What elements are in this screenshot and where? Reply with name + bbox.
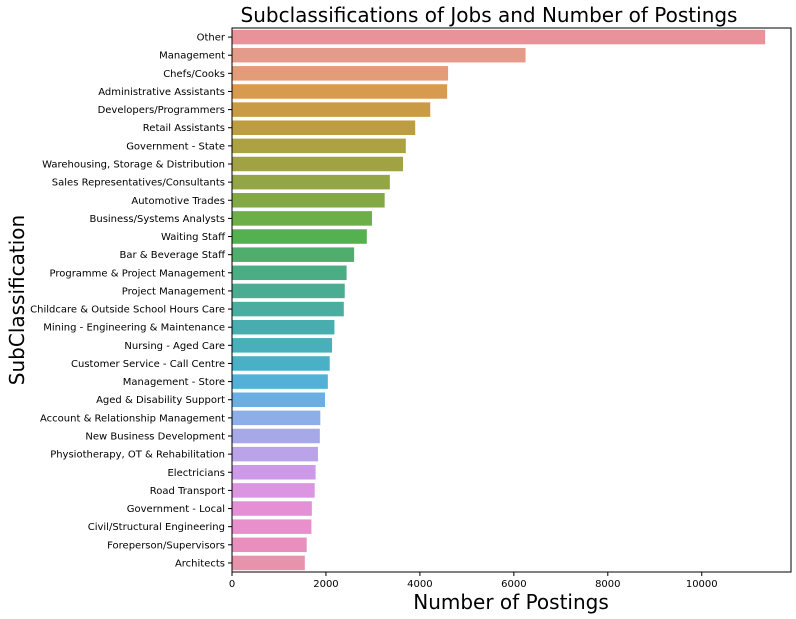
y-tick-label: Road Transport (150, 486, 225, 497)
bars-group (232, 29, 766, 571)
y-tick-label: Government - Local (127, 504, 225, 515)
y-tick-label: Other (197, 33, 226, 44)
y-tick-label: Physiotherapy, OT & Rehabilitation (50, 450, 225, 461)
x-ticks-group: 0 2000 4000 6000 8000 10000 (229, 572, 718, 590)
x-tick-label: 10000 (686, 579, 718, 590)
bar (232, 483, 315, 498)
y-tick-label: Warehousing, Storage & Distribution (42, 160, 225, 171)
x-tick-label: 0 (229, 579, 235, 590)
x-tick-label: 8000 (595, 579, 620, 590)
bar (232, 211, 372, 226)
bar (232, 301, 344, 317)
bar (232, 84, 448, 99)
bar (232, 374, 328, 389)
x-tick-label: 4000 (407, 579, 432, 590)
bar (232, 174, 390, 190)
y-tick-label: Developers/Programmers (98, 105, 225, 116)
y-tick-label: Management - Store (123, 377, 225, 388)
bar (232, 465, 316, 480)
y-tick-label: Electricians (167, 468, 225, 479)
y-tick-label: Business/Systems Analysts (90, 214, 226, 225)
y-axis-title: SubClassification (5, 215, 29, 385)
y-tick-label: Architects (175, 558, 225, 569)
y-tick-label: Chefs/Cooks (163, 69, 225, 80)
bar (232, 120, 416, 135)
bar (232, 555, 305, 571)
bar (232, 356, 330, 371)
bar (232, 102, 431, 117)
plot-frame (231, 27, 792, 573)
bar (232, 392, 326, 407)
y-tick-label: Nursing - Aged Care (124, 341, 225, 352)
bar (232, 319, 335, 335)
y-tick-label: Programme & Project Management (49, 268, 225, 279)
y-tick-label: Project Management (122, 286, 225, 297)
y-tick-label: Foreperson/Supervisors (107, 540, 225, 551)
y-tick-label: Waiting Staff (161, 232, 226, 243)
y-tick-label: Civil/Structural Engineering (88, 522, 225, 533)
y-tick-label: Customer Service - Call Centre (71, 359, 225, 370)
bar (232, 156, 403, 172)
y-tick-label: Government - State (126, 141, 225, 152)
y-tick-label: Management (159, 51, 225, 62)
bar (232, 66, 449, 81)
bar (232, 537, 307, 553)
category-labels-group: Other Management Chefs/Cooks Administrative… (30, 33, 232, 569)
bar (232, 410, 321, 426)
chart-title: Subclassifications of Jobs and Number of… (241, 3, 738, 27)
bar (232, 283, 345, 299)
bar (232, 428, 320, 444)
bar (232, 247, 355, 262)
y-tick-label: New Business Development (85, 432, 225, 443)
bar (232, 265, 347, 281)
bar (232, 229, 367, 244)
y-tick-label: Account & Relationship Management (40, 413, 225, 424)
x-tick-label: 2000 (313, 579, 338, 590)
x-axis-title: Number of Postings (413, 590, 609, 614)
bar (232, 519, 312, 534)
y-tick-label: Aged & Disability Support (96, 395, 225, 406)
y-tick-label: Administrative Assistants (98, 87, 225, 98)
bar (232, 29, 766, 45)
y-tick-label: Bar & Beverage Staff (119, 250, 226, 261)
y-tick-label: Retail Assistants (143, 123, 225, 134)
y-tick-label: Childcare & Outside School Hours Care (30, 305, 225, 316)
y-tick-label: Sales Representatives/Consultants (52, 178, 225, 189)
bar (232, 338, 333, 353)
bar (232, 47, 526, 63)
y-tick-label: Automotive Trades (131, 196, 225, 207)
y-tick-label: Mining - Engineering & Maintenance (43, 323, 225, 334)
x-tick-label: 6000 (501, 579, 526, 590)
bar (232, 138, 406, 154)
bar (232, 501, 312, 516)
bar (232, 446, 318, 462)
bar (232, 193, 385, 208)
